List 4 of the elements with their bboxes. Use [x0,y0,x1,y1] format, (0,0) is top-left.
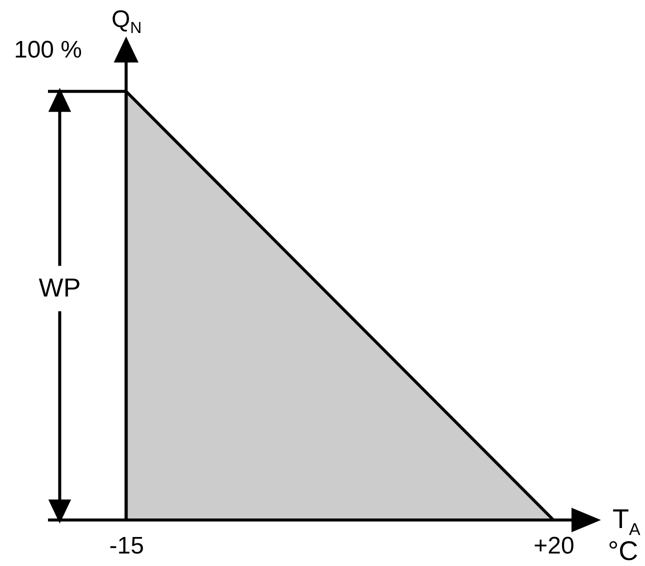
annotation: WP [38,272,81,303]
x-tick-label: -15 [109,532,144,560]
x-tick-label: +20 [534,532,574,560]
ref-line-label: 100 % [14,36,82,64]
